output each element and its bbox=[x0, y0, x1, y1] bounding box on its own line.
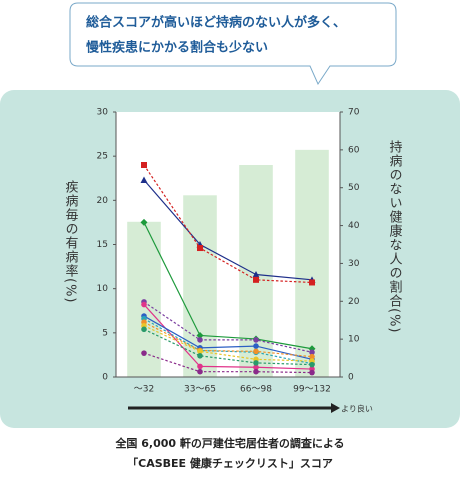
line bbox=[143, 321, 313, 358]
callout-text: 総合スコアが高いほど持病のない人が多く、 bbox=[86, 15, 346, 31]
marker bbox=[197, 363, 203, 370]
marker bbox=[197, 353, 203, 359]
y2-tick-label: 30 bbox=[348, 259, 360, 269]
y2-axis-label: 持病のない健康な人の割合(%) bbox=[387, 140, 403, 334]
y2-tick-label: 20 bbox=[348, 297, 360, 307]
y-tick-label: 5 bbox=[102, 328, 108, 338]
x-tick-label: 99～132 bbox=[293, 385, 331, 395]
y2-tick-label: 10 bbox=[348, 335, 360, 345]
marker bbox=[309, 369, 315, 376]
line bbox=[143, 304, 313, 370]
marker bbox=[140, 218, 148, 226]
line bbox=[143, 179, 313, 281]
marker bbox=[253, 360, 259, 366]
callout-text: 慢性疾患にかかる割合も少ない bbox=[86, 40, 268, 56]
marker bbox=[141, 301, 147, 308]
marker bbox=[253, 343, 259, 349]
plot: 0 5 10 15 20 25 30 0 10 20 30 40 50 60 70 ～32 33～65 66～98… bbox=[97, 108, 360, 395]
y-tick-label: 15 bbox=[97, 240, 108, 250]
marker bbox=[253, 364, 259, 371]
y-tick-label: 25 bbox=[97, 152, 108, 162]
marker bbox=[141, 162, 147, 168]
marker bbox=[197, 368, 203, 375]
x-tick-label: ～32 bbox=[134, 385, 154, 395]
bar bbox=[295, 149, 329, 377]
marker bbox=[309, 353, 315, 360]
y2-tick-label: 60 bbox=[348, 145, 360, 155]
marker bbox=[140, 176, 148, 184]
caption: 全国 6,000 軒の戸建住宅居住者の調査による bbox=[114, 436, 344, 450]
y2-tick-label: 40 bbox=[348, 221, 360, 231]
x-tick-label: 33～65 bbox=[184, 385, 216, 395]
marker bbox=[309, 349, 315, 356]
marker bbox=[197, 337, 203, 343]
arrow-label: より良い bbox=[341, 404, 373, 414]
marker bbox=[196, 331, 204, 339]
line bbox=[143, 301, 313, 353]
x-tick-label: 66～98 bbox=[240, 385, 272, 395]
marker bbox=[141, 326, 147, 333]
line bbox=[143, 328, 313, 366]
marker bbox=[253, 276, 259, 283]
y-tick-label: 0 bbox=[102, 373, 108, 383]
y-tick-label: 30 bbox=[97, 108, 109, 118]
line bbox=[143, 164, 313, 284]
y2-tick-label: 0 bbox=[348, 373, 354, 383]
arrow-head bbox=[331, 403, 340, 413]
marker bbox=[197, 348, 203, 355]
marker bbox=[309, 361, 315, 368]
callout-bubble bbox=[69, 2, 397, 86]
marker bbox=[252, 271, 260, 278]
y-axis-label: 疾病毎の有病率(%) bbox=[63, 180, 79, 304]
caption: 「CASBEE 健康チェックリスト」スコア bbox=[127, 456, 333, 470]
axes bbox=[115, 112, 341, 378]
y-tick-label: 20 bbox=[97, 196, 109, 206]
line bbox=[143, 315, 313, 360]
marker bbox=[253, 337, 259, 343]
y2-tick-label: 70 bbox=[348, 108, 360, 118]
marker bbox=[253, 368, 259, 375]
marker bbox=[309, 279, 315, 286]
marker bbox=[141, 350, 147, 356]
line bbox=[143, 222, 313, 350]
line bbox=[143, 325, 313, 362]
marker bbox=[253, 348, 259, 355]
y-tick-label: 10 bbox=[97, 284, 109, 294]
marker bbox=[197, 245, 203, 252]
line bbox=[143, 352, 313, 374]
y2-tick-label: 50 bbox=[348, 183, 360, 193]
